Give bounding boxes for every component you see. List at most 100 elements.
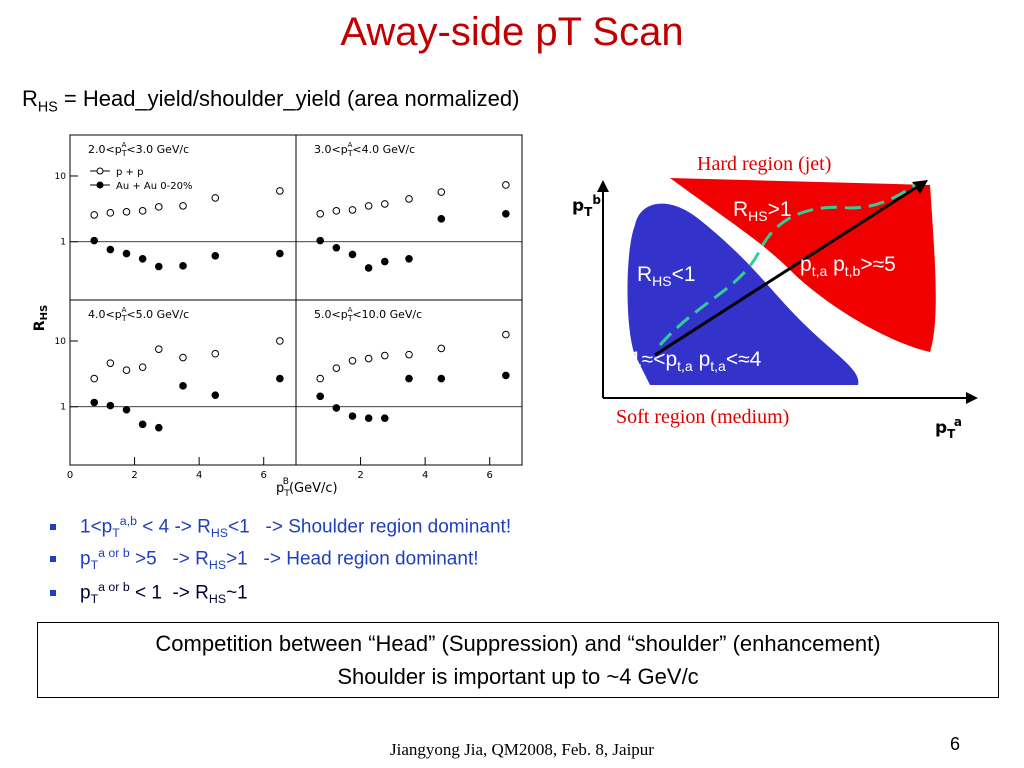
- y-tick-label: 1: [60, 238, 66, 248]
- panel-frame: [295, 299, 523, 466]
- text: >≈5: [860, 253, 895, 276]
- point: [332, 243, 341, 252]
- point: [90, 398, 99, 407]
- point: [122, 405, 131, 414]
- point: [106, 245, 115, 254]
- legend-marker: [96, 167, 104, 175]
- panel-label: 3.0<pTA<4.0 GeV/c: [314, 141, 415, 158]
- legend-label: p + p: [116, 167, 143, 178]
- point: [90, 236, 99, 245]
- point: [316, 236, 325, 245]
- text: T: [90, 592, 99, 607]
- text: p: [80, 548, 91, 570]
- t: = Head_yield/shoulder_yield (area normal…: [57, 86, 520, 111]
- text: a or b: [98, 580, 130, 594]
- point: [106, 209, 115, 217]
- text: (GeV/c): [289, 481, 338, 496]
- text: T: [283, 489, 290, 499]
- text: >1 -> Head region dominant!: [226, 548, 479, 570]
- y-tick-label: 10: [55, 337, 67, 347]
- point: [502, 181, 510, 189]
- text: HS: [210, 526, 229, 541]
- point: [154, 345, 163, 353]
- text: < 4 -> R: [136, 516, 211, 538]
- text: T: [121, 149, 127, 158]
- point: [276, 374, 284, 383]
- point: [211, 194, 220, 202]
- text: t,a: [812, 263, 828, 279]
- text: 1≈<p: [630, 348, 677, 371]
- panel-label: 5.0<pTA<10.0 GeV/c: [314, 306, 422, 323]
- text: A: [348, 141, 353, 149]
- text: b: [592, 193, 601, 207]
- y-label: pTb: [572, 193, 601, 219]
- point: [437, 188, 446, 196]
- t: R: [22, 86, 38, 111]
- text: 5.0<p: [314, 308, 348, 321]
- text: R: [637, 263, 652, 286]
- point: [332, 207, 341, 215]
- text: T: [121, 314, 127, 323]
- x-label: pTa: [935, 415, 962, 441]
- x-tick-label: 6: [487, 470, 493, 481]
- text: T: [112, 526, 120, 541]
- point: [90, 211, 99, 219]
- text: a or b: [98, 546, 130, 560]
- x-tick-label: 2: [357, 470, 363, 481]
- text: <1: [672, 263, 696, 286]
- line: Shoulder is important up to ~4 GeV/c: [337, 664, 699, 689]
- point: [154, 203, 163, 211]
- panel-frame: [295, 134, 523, 301]
- point: [122, 208, 131, 216]
- point: [437, 374, 446, 383]
- panel-label: 2.0<pTA<3.0 GeV/c: [88, 141, 189, 158]
- point: [122, 366, 131, 374]
- point: [348, 412, 357, 420]
- point: [138, 255, 147, 263]
- point: [179, 353, 187, 362]
- point: [364, 414, 373, 422]
- point: [380, 351, 389, 360]
- text: T: [347, 149, 353, 158]
- diagonal: [654, 183, 921, 357]
- point: [405, 255, 413, 263]
- x-axis-label: pTB(GeV/c): [276, 477, 338, 499]
- head-label: RHS>1: [733, 198, 792, 224]
- point: [348, 356, 357, 365]
- point: [348, 206, 357, 214]
- y-tick-label: 10: [55, 172, 67, 182]
- text: t,a: [710, 358, 726, 374]
- text: a: [954, 415, 962, 429]
- curve: [658, 183, 916, 346]
- shoulder-label: RHS<1: [637, 263, 696, 289]
- arrow: [912, 180, 928, 194]
- hard-region: [670, 178, 936, 352]
- point: [405, 195, 413, 203]
- bullet: 1<pTa,b < 4 -> RHS<1 -> Shoulder region …: [50, 514, 511, 540]
- point: [348, 250, 357, 259]
- bullet: pTa or b >5 -> RHS>1 -> Head region domi…: [50, 546, 479, 572]
- t: HS: [37, 99, 58, 116]
- point: [364, 202, 373, 210]
- conclusion-box: Competition between “Head” (Suppression)…: [37, 622, 999, 698]
- text: <1 -> Shoulder region dominant!: [228, 516, 512, 538]
- text: ~1: [226, 582, 248, 604]
- point: [502, 209, 510, 218]
- point: [380, 200, 389, 208]
- text: HS: [208, 592, 227, 607]
- text: B: [283, 477, 289, 487]
- y-axis-label: RHS: [32, 305, 50, 331]
- text: < 1 -> R: [129, 582, 209, 604]
- soft-region: [627, 203, 859, 385]
- point: [405, 350, 413, 359]
- text: HS: [208, 558, 227, 573]
- point: [154, 262, 163, 271]
- point: [179, 382, 187, 390]
- text: R: [733, 198, 748, 221]
- point: [106, 359, 115, 367]
- text: T: [347, 314, 353, 323]
- panel-frame: [69, 134, 297, 301]
- text: 1<p: [80, 516, 113, 538]
- point: [211, 252, 220, 260]
